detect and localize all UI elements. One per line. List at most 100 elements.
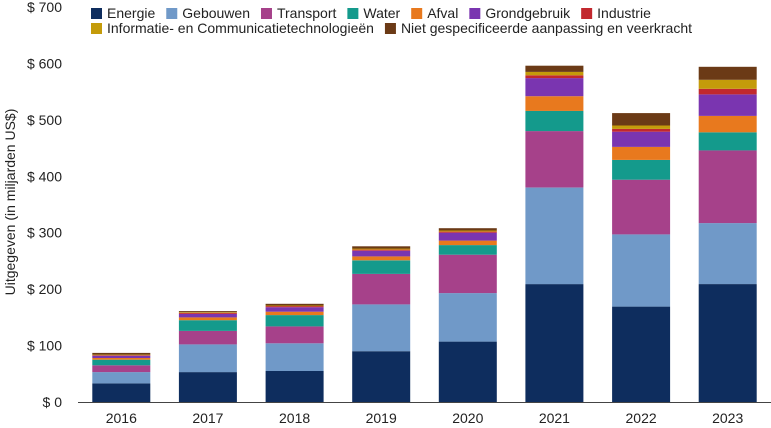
bar-segment-2021-5 [525,96,584,111]
bar-segment-2019-7 [352,249,411,251]
y-tick-label: $ 300 [27,225,62,241]
bar-segment-2023-7 [698,88,757,95]
bar-segment-2020-7 [438,231,497,233]
bar-segment-2017-2 [178,344,237,373]
y-axis-title: Uitgegeven (in miljarden US$) [2,109,18,296]
bar-segment-2023-2 [698,223,757,284]
bar-segment-2021-3 [525,131,584,188]
bar-segment-2022-1 [612,306,671,402]
bar-segment-2022-5 [612,146,671,160]
bar-segment-2020-5 [438,240,497,246]
bar-segment-2022-6 [612,131,671,147]
bar-segment-2018-3 [265,326,324,344]
bar-segment-2020-4 [438,245,497,255]
bar-segment-2016-8 [92,354,151,356]
bar-segment-2016-4 [92,359,151,366]
bar-segment-2018-9 [265,303,324,306]
bar-segment-2017-4 [178,320,237,331]
y-tick-label: $ 600 [27,55,62,71]
bar-segment-2016-7 [92,355,151,356]
bar-segment-2018-4 [265,315,324,327]
bar-segment-2019-4 [352,260,411,274]
legend-swatch [260,8,272,19]
bar-segment-2023-3 [698,150,757,224]
bar-segment-2020-6 [438,232,497,241]
bar-segment-2019-1 [352,351,411,402]
bar-segment-2021-1 [525,284,584,402]
y-axis: $ 0 $ 100 $ 200 $ 300 $ 400 $ 500 $ 600 $ 700 [27,0,62,410]
bar-segment-2021-8 [525,71,584,76]
bar-segment-2020-1 [438,341,497,402]
x-axis: 2016 2017 2018 2019 2020 2021 2022 2023 [106,410,744,426]
bar-segment-2023-4 [698,132,757,151]
bar-segment-2017-9 [178,311,237,313]
legend-swatch [384,23,396,34]
legend-label: Niet gespecificeerde aanpassing en veerk… [401,20,692,36]
bar-segment-2019-8 [352,248,411,250]
bar-segment-2022-7 [612,128,671,132]
bar-segment-2020-3 [438,254,497,294]
x-tick-label: 2019 [366,410,397,426]
bar-segment-2022-2 [612,234,671,307]
y-tick-label: $ 0 [43,394,63,410]
y-tick-label: $ 100 [27,338,62,354]
bar-segment-2016-6 [92,355,151,358]
y-tick-label: $ 700 [27,0,62,15]
bar-segment-2018-5 [265,311,324,316]
legend-label: Transport [277,5,337,21]
x-tick-label: 2016 [106,410,137,426]
bar-segment-2023-6 [698,94,757,116]
bar-segment-2018-1 [265,371,324,402]
x-tick-label: 2017 [192,410,223,426]
bar-segment-2021-7 [525,75,584,79]
bar-segment-2017-5 [178,317,237,321]
legend-swatch [581,8,593,19]
x-tick-label: 2023 [712,410,743,426]
legend-label: Grondgebruik [485,5,571,21]
bar-segment-2016-9 [92,352,151,355]
bar-segment-2018-8 [265,305,324,307]
bar-segment-2021-9 [525,65,584,72]
bar-segment-2018-6 [265,307,324,312]
legend-label: Industrie [597,5,651,21]
legend: Energie Gebouwen Transport Water Afval Grondg… [91,5,692,36]
bar-segment-2023-5 [698,115,757,133]
bar-segment-2017-7 [178,312,237,314]
bar-segment-2019-6 [352,250,411,257]
bar-segment-2020-9 [438,228,497,231]
legend-swatch [347,8,359,19]
bar-segment-2020-8 [438,230,497,232]
bar-segment-2017-3 [178,330,237,345]
x-tick-label: 2021 [539,410,570,426]
legend-label: Informatie- en Communicatietechnologieën [107,20,374,36]
bar-segment-2017-6 [178,314,237,318]
bar-segment-2022-3 [612,179,671,235]
x-tick-label: 2022 [626,410,657,426]
bar-segment-2016-1 [92,383,151,402]
y-tick-label: $ 500 [27,112,62,128]
x-tick-label: 2018 [279,410,310,426]
bar-segment-2022-9 [612,113,671,126]
bar-segment-2016-2 [92,372,151,384]
legend-label: Afval [427,5,458,21]
bar-segment-2017-1 [178,372,237,402]
bar-segment-2021-2 [525,187,584,285]
bar-segment-2019-9 [352,246,411,249]
bar-segment-2021-4 [525,110,584,132]
y-tick-label: $ 200 [27,281,62,297]
bar-segment-2016-3 [92,365,151,373]
legend-swatch [91,8,102,19]
bar-segment-2023-9 [698,66,757,80]
y-tick-label: $ 400 [27,168,62,184]
legend-label: Energie [107,5,155,21]
bars [92,65,757,402]
bar-segment-2022-8 [612,125,671,129]
legend-swatch [469,8,481,19]
bar-segment-2018-2 [265,343,324,371]
bar-segment-2019-2 [352,304,411,352]
legend-swatch [411,8,423,19]
bar-segment-2021-6 [525,78,584,97]
legend-swatch [91,23,102,34]
bar-segment-2020-2 [438,293,497,342]
